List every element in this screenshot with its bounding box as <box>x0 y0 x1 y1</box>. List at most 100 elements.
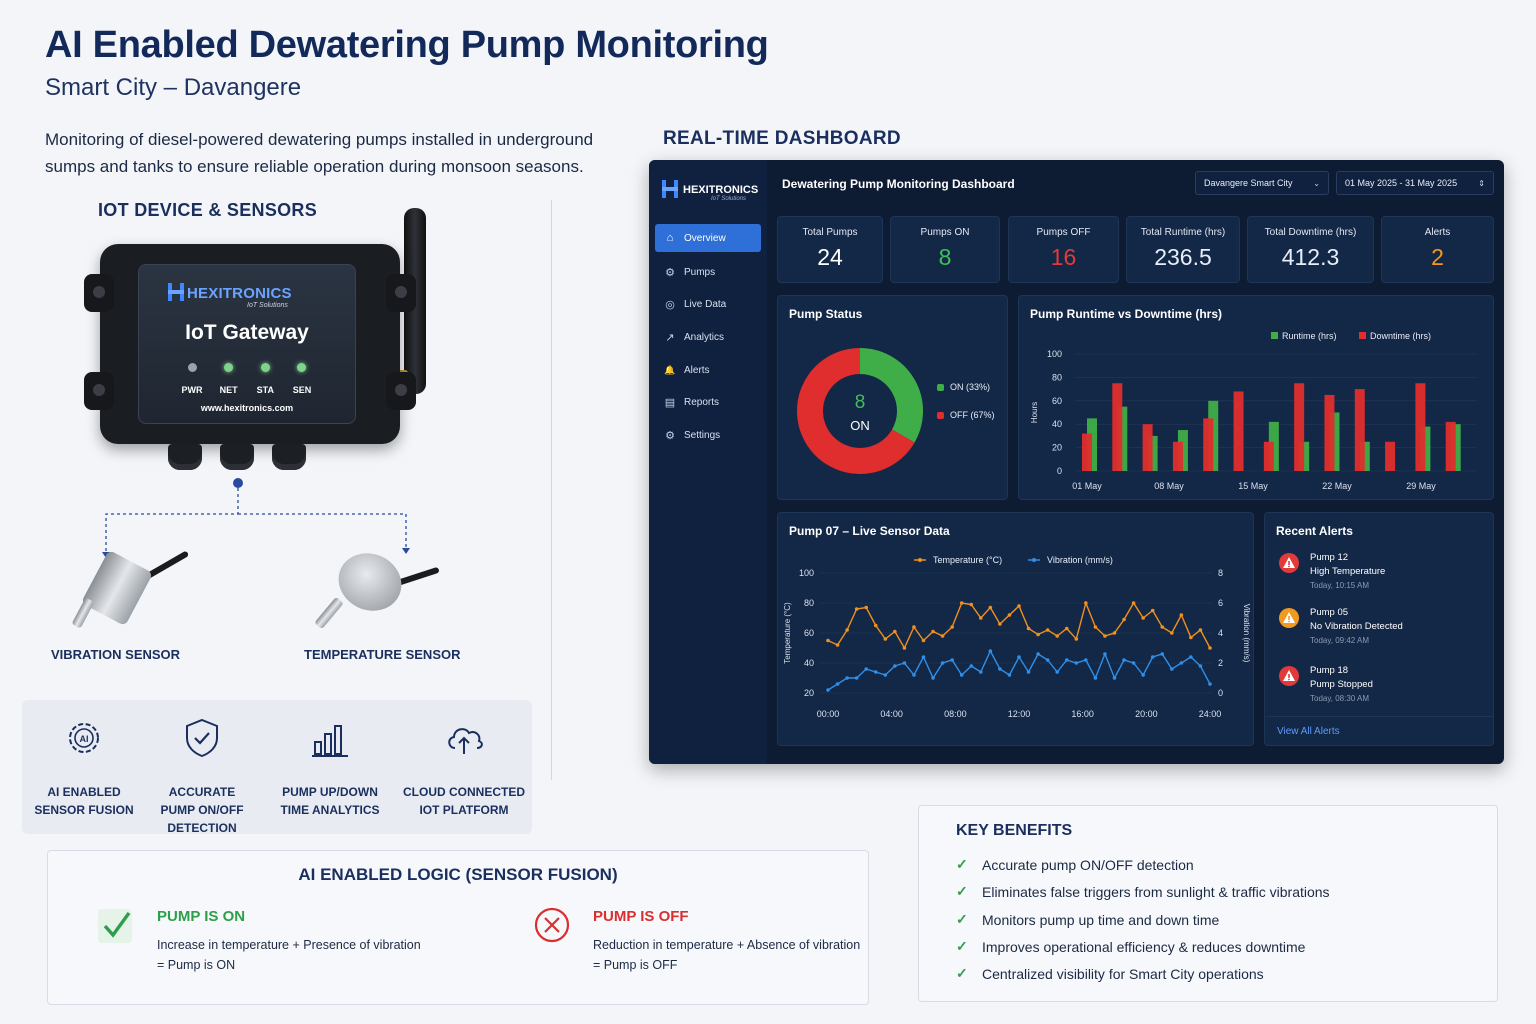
data-point <box>1036 652 1040 656</box>
view-all-alerts-link[interactable]: View All Alerts <box>1277 726 1340 737</box>
data-point <box>912 625 916 629</box>
sidebar-item-analytics[interactable]: ↗ Analytics <box>655 323 761 351</box>
hexitronics-logo-icon <box>662 180 678 198</box>
data-point <box>1198 664 1203 668</box>
chevron-down-icon: ⌄ <box>1313 178 1320 188</box>
cloud-upload-icon <box>448 728 483 754</box>
sidebar-item-alerts[interactable]: 🔔 Alerts <box>664 364 710 376</box>
data-point <box>979 670 983 674</box>
x-tick-label: 24:00 <box>1199 709 1222 719</box>
kpi-pumps-off: Pumps OFF 16 <box>1008 216 1119 283</box>
data-point <box>931 629 935 634</box>
led-pwr: PWR <box>177 363 207 398</box>
data-point <box>998 622 1002 626</box>
data-point <box>950 625 954 629</box>
y-tick-label: 80 <box>1052 372 1062 382</box>
donut-slice-on <box>859 348 923 443</box>
y-tick-label: 0 <box>1057 466 1062 476</box>
temperature-sensor-label: TEMPERATURE SENSOR <box>304 647 461 662</box>
sidebar-item-live-data[interactable]: ◎ Live Data <box>655 290 761 318</box>
y-tick-label: 40 <box>1052 419 1062 429</box>
data-point <box>969 664 974 668</box>
y-left-axis-label: Temperature (°C) <box>783 602 792 664</box>
data-point <box>1103 652 1107 656</box>
data-point <box>826 688 830 692</box>
page-subtitle: Smart City – Davangere <box>45 74 302 101</box>
pump-status-title: Pump Status <box>789 307 863 321</box>
y-right-tick-label: 6 <box>1218 598 1223 608</box>
date-range-picker[interactable]: 01 May 2025 - 31 May 2025 ⇕ <box>1336 171 1494 195</box>
x-tick-label: 29 May <box>1406 481 1436 491</box>
data-point <box>1122 617 1126 622</box>
data-point <box>912 673 916 677</box>
legend-label: Vibration (mm/s) <box>1047 555 1113 565</box>
pump-icon: ⚙ <box>665 266 675 279</box>
data-point <box>1160 625 1165 629</box>
benefit-item: ✓ Monitors pump up time and down time <box>956 911 1220 928</box>
data-point <box>1064 626 1069 631</box>
data-point <box>845 676 849 680</box>
cross-circle-icon <box>534 907 570 943</box>
sidebar-item-pumps[interactable]: ⚙ Pumps <box>655 258 761 286</box>
live-sensor-panel: Pump 07 – Live Sensor Data 20 40 60 80 100 0 2… <box>777 512 1254 746</box>
x-tick-label: 08 May <box>1154 481 1184 491</box>
key-benefits-panel: KEY BENEFITS ✓ Accurate pump ON/OFF detec… <box>918 805 1498 1002</box>
check-icon: ✓ <box>956 856 968 872</box>
alert-item[interactable]: Pump 12 High Temperature Today, 10:15 AM <box>1279 551 1385 593</box>
y-right-tick-label: 8 <box>1218 568 1223 578</box>
data-point <box>1179 661 1184 665</box>
pump-off-state: PUMP IS OFF <box>593 908 689 925</box>
data-point <box>940 661 945 665</box>
data-point <box>921 638 926 643</box>
data-point <box>826 638 830 643</box>
bar-downtime <box>1142 424 1153 471</box>
data-point <box>835 682 840 686</box>
divider <box>551 200 552 780</box>
benefit-item: ✓ Accurate pump ON/OFF detection <box>956 856 1194 873</box>
bar-runtime <box>1420 426 1431 471</box>
bar-downtime <box>1445 421 1456 471</box>
data-point <box>1045 628 1050 632</box>
pump-on-state: PUMP IS ON <box>157 908 246 925</box>
y-tick-label: 20 <box>1052 443 1062 453</box>
sidebar-item-overview[interactable]: ⌂ Overview <box>655 224 761 252</box>
legend-label: Runtime (hrs) <box>1282 331 1337 341</box>
data-point <box>1150 608 1155 613</box>
check-icon: ✓ <box>956 938 968 954</box>
data-point <box>950 658 954 662</box>
alert-item[interactable]: Pump 18 Pump Stopped Today, 08:30 AM <box>1279 664 1373 706</box>
data-point <box>1103 634 1107 638</box>
data-point <box>1131 601 1136 605</box>
bar-chart-icon <box>312 725 348 757</box>
sidebar-item-reports[interactable]: ▤ Reports <box>664 396 720 409</box>
data-point <box>1160 652 1165 656</box>
intro-text: Monitoring of diesel-powered dewatering … <box>45 130 594 176</box>
recent-alerts-panel: Recent Alerts Pump 12 High Temperature Tod… <box>1264 512 1494 746</box>
cable-gland <box>272 444 306 470</box>
y-right-tick-label: 2 <box>1218 658 1223 668</box>
pump-off-rule: Reduction in temperature + Absence of vi… <box>593 938 861 972</box>
runtime-chart-title: Pump Runtime vs Downtime (hrs) <box>1030 307 1223 321</box>
sidebar-item-settings[interactable]: ⚙ Settings <box>655 421 761 449</box>
stepper-arrows-icon: ⇕ <box>1478 178 1485 188</box>
sidebar-brand: HEXITRONICS <box>683 184 759 196</box>
y-left-tick-label: 80 <box>804 598 814 608</box>
live-icon: ◎ <box>665 298 675 311</box>
y-left-tick-label: 100 <box>799 568 814 578</box>
data-point <box>1141 616 1145 620</box>
x-tick-label: 08:00 <box>944 709 967 719</box>
data-point <box>1026 626 1031 631</box>
x-tick-label: 16:00 <box>1071 709 1094 719</box>
data-point <box>1093 676 1098 680</box>
data-point <box>883 637 888 641</box>
temperature-sensor-probe <box>314 596 344 630</box>
benefits-heading: KEY BENEFITS <box>956 822 1073 839</box>
alert-item[interactable]: Pump 05 No Vibration Detected Today, 09:42… <box>1279 606 1403 648</box>
check-icon: ✓ <box>956 965 968 981</box>
dashboard-sidebar: HEXITRONICS IoT Solutions ⌂ Overview ⚙ Pum… <box>649 160 767 764</box>
x-tick-label: 20:00 <box>1135 709 1158 719</box>
location-select[interactable]: Davangere Smart City ⌄ <box>1195 171 1329 195</box>
legend-label: Temperature (°C) <box>933 555 1002 565</box>
dashboard-window: HEXITRONICS IoT Solutions ⌂ Overview ⚙ Pum… <box>649 160 1504 764</box>
data-point <box>893 629 897 634</box>
